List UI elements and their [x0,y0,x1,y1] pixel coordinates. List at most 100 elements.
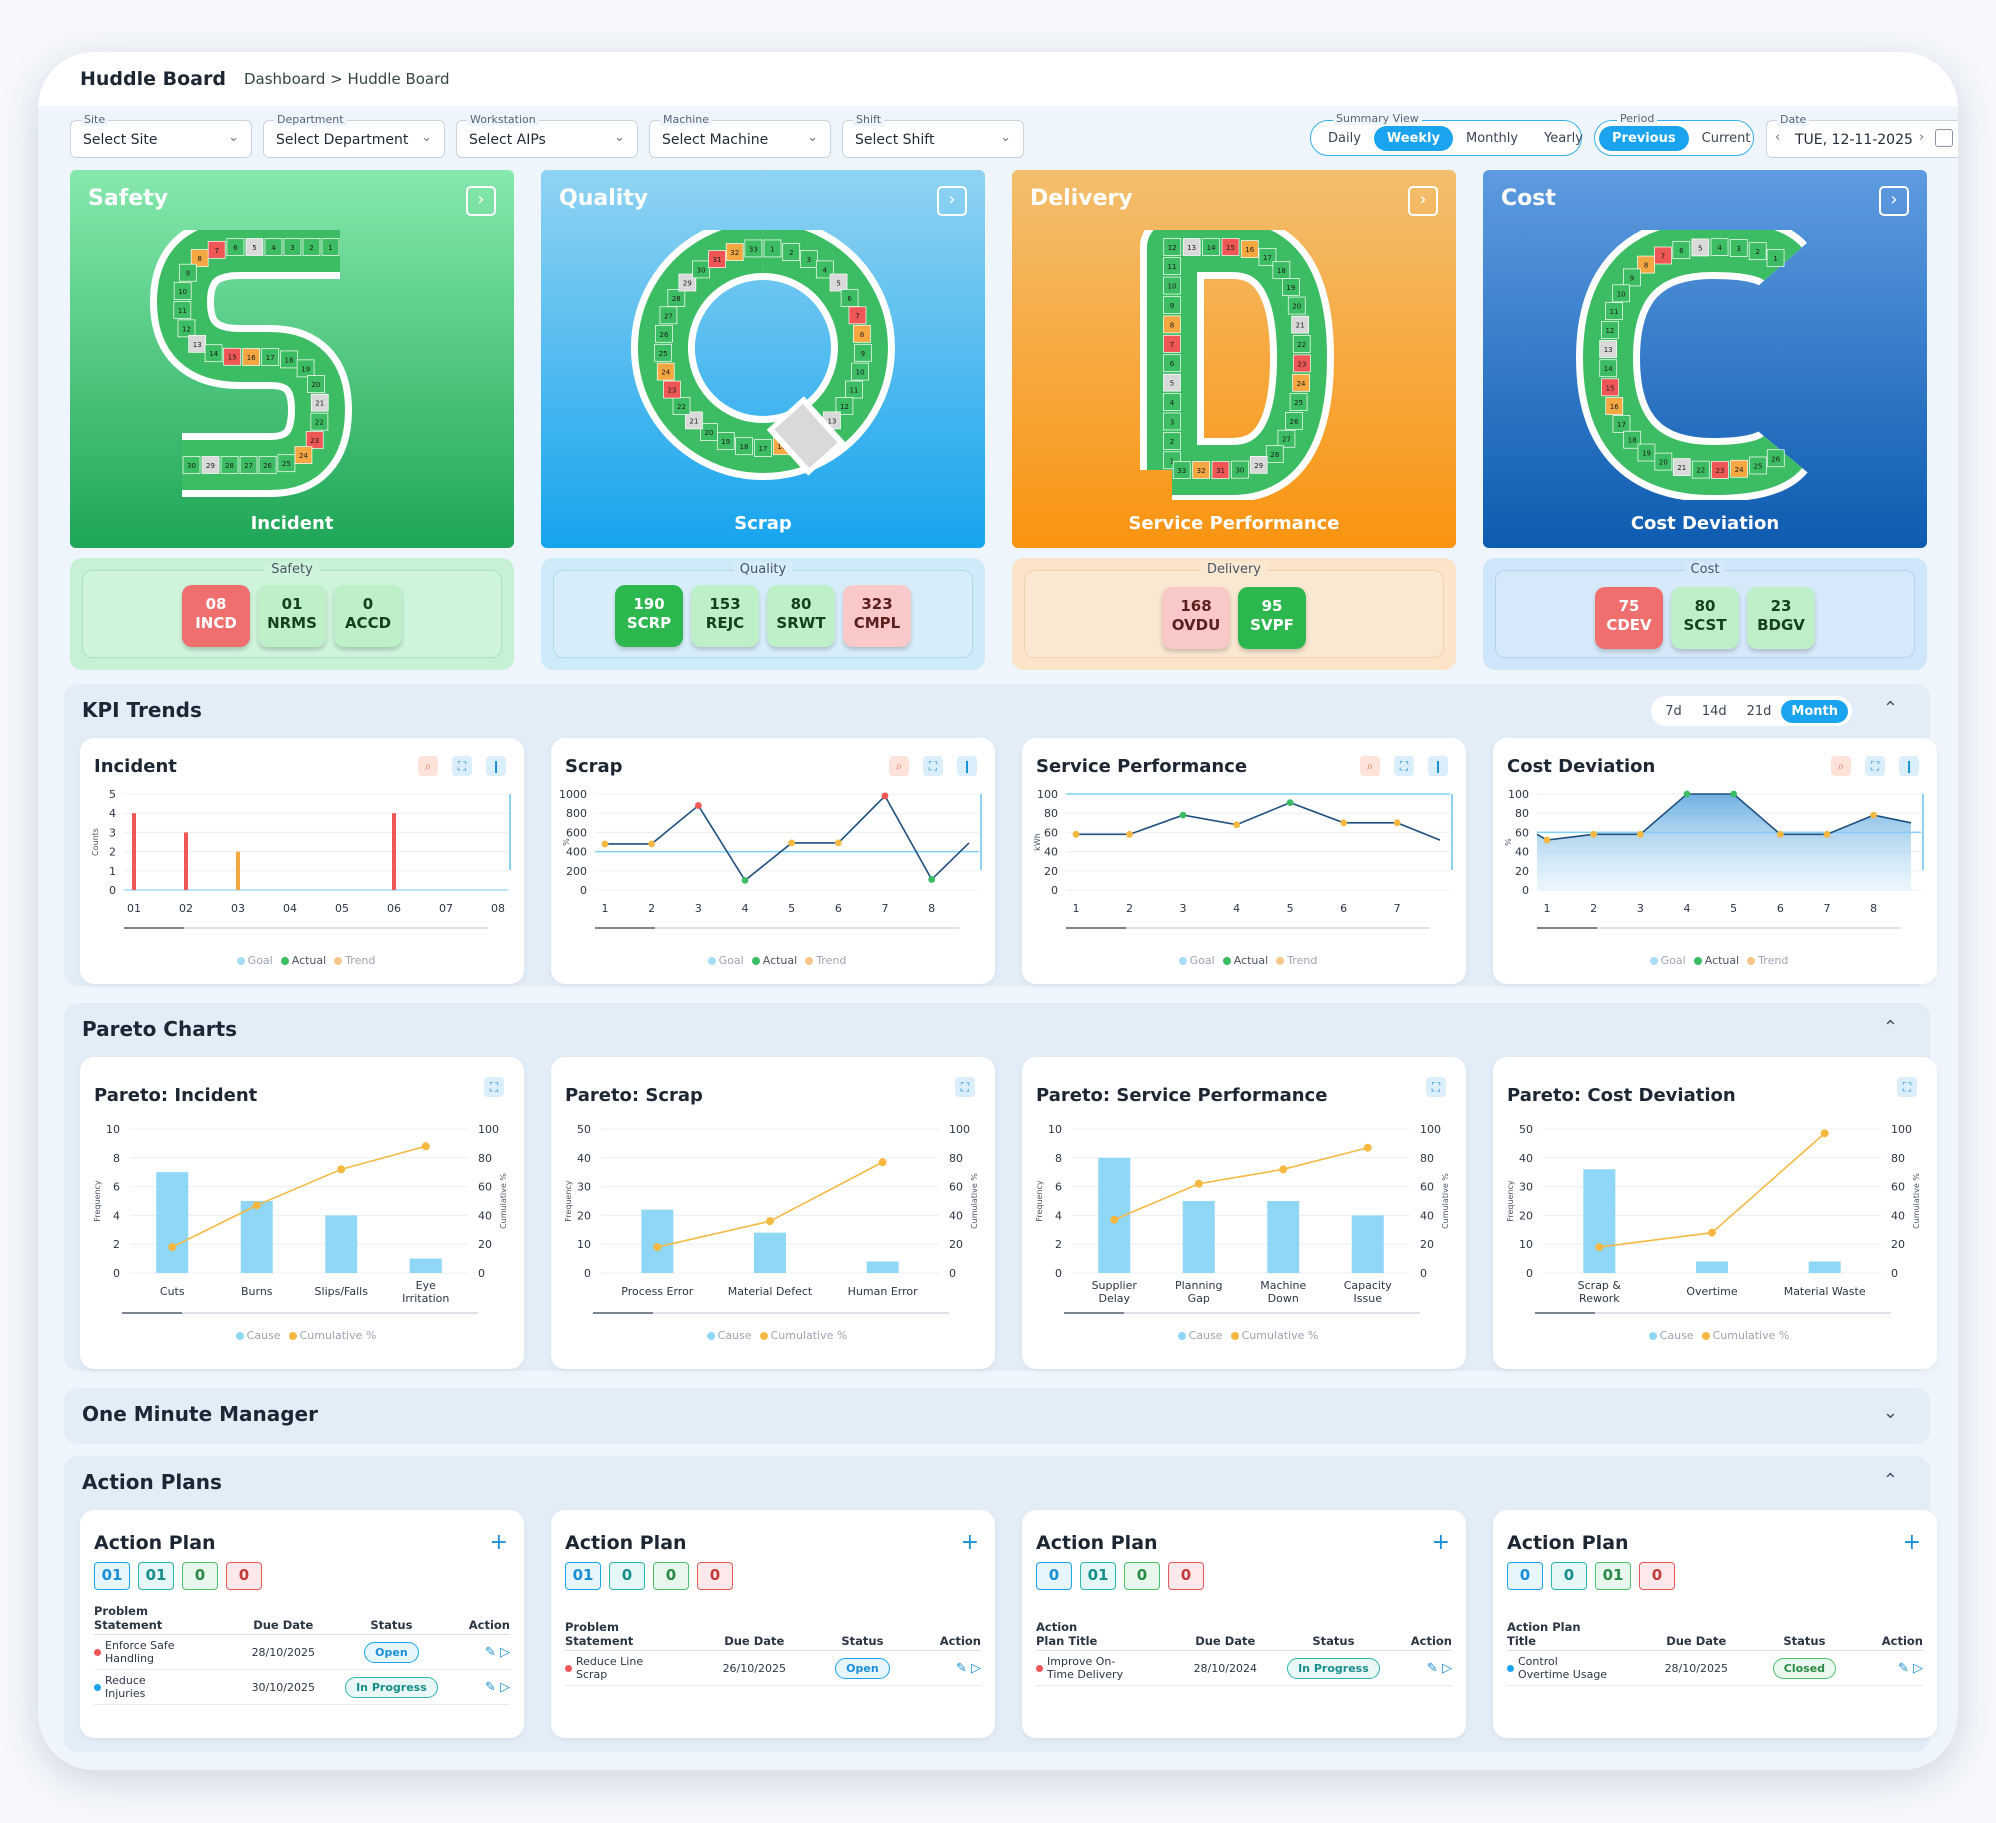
summary-yearly-option[interactable]: Yearly [1544,130,1583,146]
play-icon[interactable]: ▷ [500,1644,510,1660]
status-count-badge[interactable]: 0 [1507,1562,1543,1590]
status-count-badge[interactable]: 0 [1124,1562,1160,1590]
add-icon[interactable]: + [489,1530,508,1555]
edit-icon[interactable]: ✎ [484,1644,500,1660]
status-count-badge[interactable]: 0 [1639,1562,1675,1590]
play-icon[interactable]: ▷ [1442,1660,1452,1676]
bar-chart-icon[interactable]: ❙ [1428,756,1448,776]
range-21d[interactable]: 21d [1746,703,1772,719]
status-count-badge[interactable]: 0 [1168,1562,1204,1590]
bar-chart-icon[interactable]: ❙ [957,756,977,776]
one-minute-manager-section[interactable]: One Minute Manager ⌄ [64,1388,1930,1444]
calendar-icon[interactable] [1935,129,1953,147]
kpi-chip-scst[interactable]: 80 SCST [1671,587,1739,649]
kpi-chip-bdgv[interactable]: 23 BDGV [1747,587,1815,649]
edit-icon[interactable]: ✎ [1897,1660,1913,1676]
status-count-badge[interactable]: 0 [182,1562,218,1590]
status-count-badge[interactable]: 0 [1551,1562,1587,1590]
table-row[interactable]: Improve On- Time Delivery 28/10/2024 In Pro… [1036,1650,1452,1686]
chevron-up-icon[interactable]: ⌃ [1882,1470,1898,1491]
site-select[interactable]: Site Select Site ⌄ [70,113,252,158]
add-icon[interactable]: + [1902,1530,1921,1555]
status-count-badge[interactable]: 01 [94,1562,130,1590]
chevron-up-icon[interactable]: ⌃ [1882,698,1898,719]
kpi-chip-ovdu[interactable]: 168 OVDU [1162,587,1230,649]
expand-icon[interactable]: ⛶ [1865,756,1885,776]
summary-weekly-option[interactable]: Weekly [1373,125,1453,151]
bar-chart-icon[interactable]: ❙ [1899,756,1919,776]
status-count-badge[interactable]: 0 [697,1562,733,1590]
expand-icon[interactable]: ⛶ [923,756,943,776]
bar-chart-icon[interactable]: ❙ [486,756,506,776]
delivery-card[interactable]: Delivery › 1 2 3 4 5 6 7 8 9 10 11 12 13 14 15 16 17 18 19… [1012,170,1456,548]
quality-card[interactable]: Quality › 123456789101112131415161718192… [541,170,985,548]
status-count-badge[interactable]: 0 [609,1562,645,1590]
chevron-right-icon[interactable]: › [937,186,967,216]
status-badge[interactable]: In Progress [345,1676,438,1698]
kpi-chip-svpf[interactable]: 95 SVPF [1238,587,1306,649]
kpi-chip-rejc[interactable]: 153 REJC [691,585,759,647]
table-row[interactable]: Reduce Injuries 30/10/2025 In Progress ✎ ▷ [94,1669,510,1705]
expand-icon[interactable]: ⛶ [1897,1077,1917,1097]
status-count-badge[interactable]: 01 [565,1562,601,1590]
kpi-chip-scrp[interactable]: 190 SCRP [615,585,683,647]
chevron-up-icon[interactable]: ⌃ [1882,1017,1898,1038]
chevron-right-icon[interactable]: › [1408,186,1438,216]
zoom-icon[interactable]: ⌕ [1831,756,1851,776]
summary-monthly-option[interactable]: Monthly [1466,130,1519,146]
status-count-badge[interactable]: 0 [1036,1562,1072,1590]
add-icon[interactable]: + [1431,1530,1450,1555]
kpi-chip-cdev[interactable]: 75 CDEV [1595,587,1663,649]
department-select[interactable]: Department Select Department ⌄ [263,113,445,158]
kpi-chip-nrms[interactable]: 01 NRMS [258,585,326,647]
zoom-icon[interactable]: ⌕ [418,756,438,776]
machine-select[interactable]: Machine Select Machine ⌄ [649,113,831,158]
date-picker[interactable]: Date ‹ TUE, 12-11-2025 › [1766,113,1958,158]
range-7d[interactable]: 7d [1665,703,1682,719]
table-row[interactable]: Control Overtime Usage 28/10/2025 Closed ✎ ▷ [1507,1650,1923,1686]
kpi-chip-incd[interactable]: 08 INCD [182,585,250,647]
workstation-select[interactable]: Workstation Select AIPs ⌄ [456,113,638,158]
status-badge[interactable]: Closed [1772,1657,1837,1679]
table-row[interactable]: Enforce Safe Handling 28/10/2025 Open ✎ ▷ [94,1634,510,1670]
chevron-right-icon[interactable]: › [1919,130,1925,145]
status-count-badge[interactable]: 01 [138,1562,174,1590]
play-icon[interactable]: ▷ [500,1679,510,1695]
chevron-right-icon[interactable]: › [1879,186,1909,216]
expand-icon[interactable]: ⛶ [955,1077,975,1097]
status-badge[interactable]: Open [835,1657,890,1679]
expand-icon[interactable]: ⛶ [452,756,472,776]
status-count-badge[interactable]: 0 [653,1562,689,1590]
chevron-right-icon[interactable]: › [466,186,496,216]
range-month[interactable]: Month [1781,699,1848,723]
kpi-chip-cmpl[interactable]: 323 CMPL [843,585,911,647]
breadcrumb[interactable]: Dashboard > Huddle Board [243,70,450,88]
expand-icon[interactable]: ⛶ [484,1077,504,1097]
edit-icon[interactable]: ✎ [1426,1660,1442,1676]
status-count-badge[interactable]: 01 [1080,1562,1116,1590]
edit-icon[interactable]: ✎ [955,1660,971,1676]
add-icon[interactable]: + [960,1530,979,1555]
summary-daily-option[interactable]: Daily [1328,130,1361,146]
period-previous-option[interactable]: Previous [1599,125,1689,151]
chevron-left-icon[interactable]: ‹ [1775,130,1781,145]
status-badge[interactable]: In Progress [1287,1657,1380,1679]
zoom-icon[interactable]: ⌕ [1360,756,1380,776]
status-count-badge[interactable]: 01 [1595,1562,1631,1590]
kpi-chip-srwt[interactable]: 80 SRWT [767,585,835,647]
play-icon[interactable]: ▷ [1913,1660,1923,1676]
expand-icon[interactable]: ⛶ [1394,756,1414,776]
kpi-chip-accd[interactable]: 0 ACCD [334,585,402,647]
shift-select[interactable]: Shift Select Shift ⌄ [842,113,1024,158]
zoom-icon[interactable]: ⌕ [889,756,909,776]
cost-card[interactable]: Cost › 1 2 3 4 5 6 7 8 9 10 11 12 13 14 15 16 17 18 19 20 21… [1483,170,1927,548]
safety-card[interactable]: Safety › 1 2 3 4 5 6 7 8 9 10 11 12 13 14 15 16 17 18 19 20… [70,170,514,548]
period-current-option[interactable]: Current [1701,130,1751,146]
range-14d[interactable]: 14d [1701,703,1727,719]
edit-icon[interactable]: ✎ [484,1679,500,1695]
chevron-down-icon[interactable]: ⌄ [1882,1402,1898,1423]
table-row[interactable]: Reduce Line Scrap 26/10/2025 Open ✎ ▷ [565,1650,981,1686]
expand-icon[interactable]: ⛶ [1426,1077,1446,1097]
status-badge[interactable]: Open [364,1641,419,1663]
status-count-badge[interactable]: 0 [226,1562,262,1590]
